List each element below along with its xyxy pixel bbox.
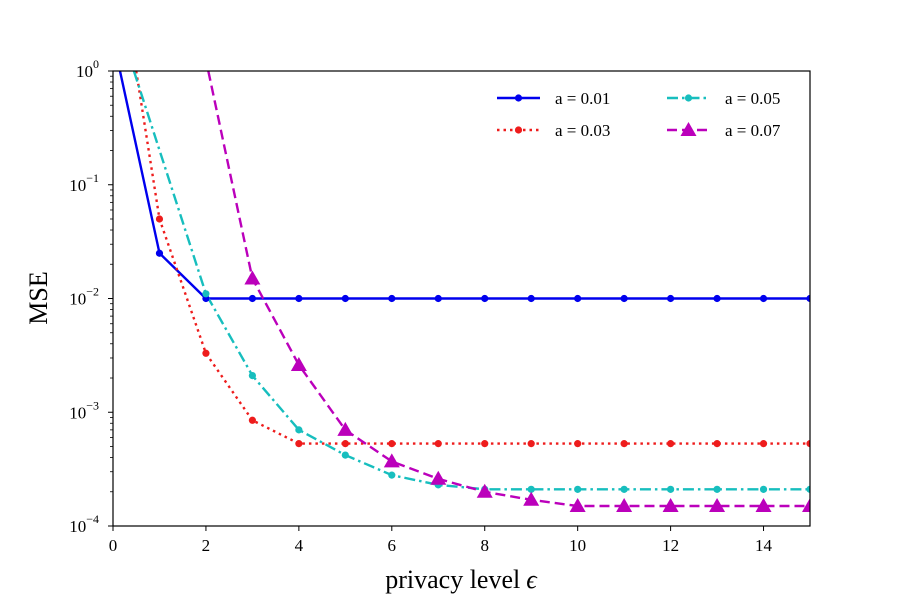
y-axis-label: MSE bbox=[24, 271, 53, 324]
series-3-point bbox=[202, 290, 210, 298]
y-tick-label: 10−3 bbox=[69, 398, 99, 422]
y-tick-label: 10−4 bbox=[69, 512, 99, 536]
series-1-point bbox=[295, 294, 303, 303]
series-1-point bbox=[759, 294, 768, 303]
series-1-point bbox=[341, 294, 349, 303]
series-1-point bbox=[481, 294, 489, 303]
x-tick-label: 10 bbox=[569, 536, 586, 555]
series-2-point bbox=[667, 440, 675, 448]
series-layer bbox=[118, 71, 810, 508]
x-tick-label: 8 bbox=[480, 536, 489, 555]
series-2-point bbox=[481, 440, 489, 448]
series-2-point bbox=[341, 440, 349, 448]
legend-label-2: a = 0.03 bbox=[555, 121, 610, 140]
series-3-point bbox=[527, 485, 535, 493]
legend-marker-2 bbox=[514, 126, 523, 134]
x-axis-label-symbol: ϵ bbox=[526, 565, 538, 594]
series-4-point bbox=[290, 357, 307, 372]
series-line-4 bbox=[207, 71, 810, 508]
series-1-point bbox=[806, 294, 810, 303]
series-3-point bbox=[248, 371, 256, 380]
series-2-point bbox=[713, 440, 721, 448]
series-1-point bbox=[434, 294, 442, 303]
series-3-point bbox=[713, 485, 721, 493]
series-2-point bbox=[248, 416, 256, 424]
series-4-point bbox=[523, 491, 540, 506]
series-1-point bbox=[713, 294, 721, 303]
x-tick-label: 12 bbox=[662, 536, 679, 555]
legend: a = 0.01 a = 0.03 a = 0.05 a = 0.07 bbox=[497, 89, 781, 140]
series-4-point bbox=[337, 421, 354, 436]
x-axis-label: privacy level ϵ bbox=[385, 565, 538, 594]
series-2-point bbox=[574, 440, 582, 448]
marker-layer bbox=[155, 215, 810, 512]
x-tick-label: 0 bbox=[109, 536, 118, 555]
x-tick-label: 2 bbox=[202, 536, 211, 555]
series-4-point bbox=[569, 497, 586, 512]
series-3-point bbox=[388, 471, 396, 479]
series-line-2 bbox=[135, 71, 810, 445]
series-1-point bbox=[388, 294, 396, 303]
series-4-point bbox=[616, 497, 633, 512]
series-4-point bbox=[383, 453, 400, 468]
series-3-point bbox=[620, 485, 628, 493]
series-4-point bbox=[802, 497, 810, 512]
series-line-1 bbox=[118, 71, 810, 300]
series-1-point bbox=[155, 249, 164, 257]
series-2-point bbox=[155, 215, 164, 223]
series-2-point bbox=[806, 440, 810, 448]
y-tick-label: 100 bbox=[76, 57, 99, 81]
x-tick-label: 6 bbox=[388, 536, 397, 555]
legend-marker-3 bbox=[684, 94, 693, 102]
series-2-point bbox=[202, 349, 210, 357]
series-2-point bbox=[434, 440, 442, 448]
legend-marker-4 bbox=[680, 122, 697, 136]
x-axis-label-text: privacy level bbox=[385, 565, 520, 594]
series-1-point bbox=[527, 294, 535, 303]
series-2-point bbox=[388, 440, 396, 448]
legend-label-4: a = 0.07 bbox=[725, 121, 781, 140]
series-3-point bbox=[667, 485, 675, 493]
series-3-point bbox=[574, 485, 582, 493]
series-4-point bbox=[709, 497, 726, 512]
series-3-point bbox=[759, 485, 768, 493]
series-3-point bbox=[295, 426, 303, 434]
series-3-point bbox=[806, 485, 810, 493]
series-1-point bbox=[620, 294, 628, 303]
y-tick-label: 10−2 bbox=[69, 285, 99, 309]
legend-label-3: a = 0.05 bbox=[725, 89, 780, 108]
series-2-point bbox=[620, 440, 628, 448]
x-axis-ticks: 0 2 4 6 8 10 12 14 bbox=[109, 526, 773, 555]
x-tick-label: 14 bbox=[755, 536, 773, 555]
series-1-point bbox=[667, 294, 675, 303]
series-1-point bbox=[248, 294, 256, 303]
series-3-point bbox=[341, 451, 349, 459]
series-4-point bbox=[476, 483, 493, 498]
legend-label-1: a = 0.01 bbox=[555, 89, 610, 108]
series-2-point bbox=[295, 440, 303, 448]
series-4-point bbox=[755, 497, 772, 512]
legend-marker-1 bbox=[514, 94, 523, 102]
series-2-point bbox=[527, 440, 535, 448]
x-tick-label: 4 bbox=[295, 536, 304, 555]
series-line-3 bbox=[132, 71, 810, 491]
y-tick-label: 10−1 bbox=[69, 171, 99, 195]
series-4-point bbox=[430, 470, 447, 485]
series-4-point bbox=[662, 497, 679, 512]
series-1-point bbox=[574, 294, 582, 303]
series-2-point bbox=[759, 440, 768, 448]
series-4-point bbox=[244, 270, 261, 285]
y-axis-ticks: 10−4 10−3 10−2 10−1 100 bbox=[69, 57, 113, 536]
